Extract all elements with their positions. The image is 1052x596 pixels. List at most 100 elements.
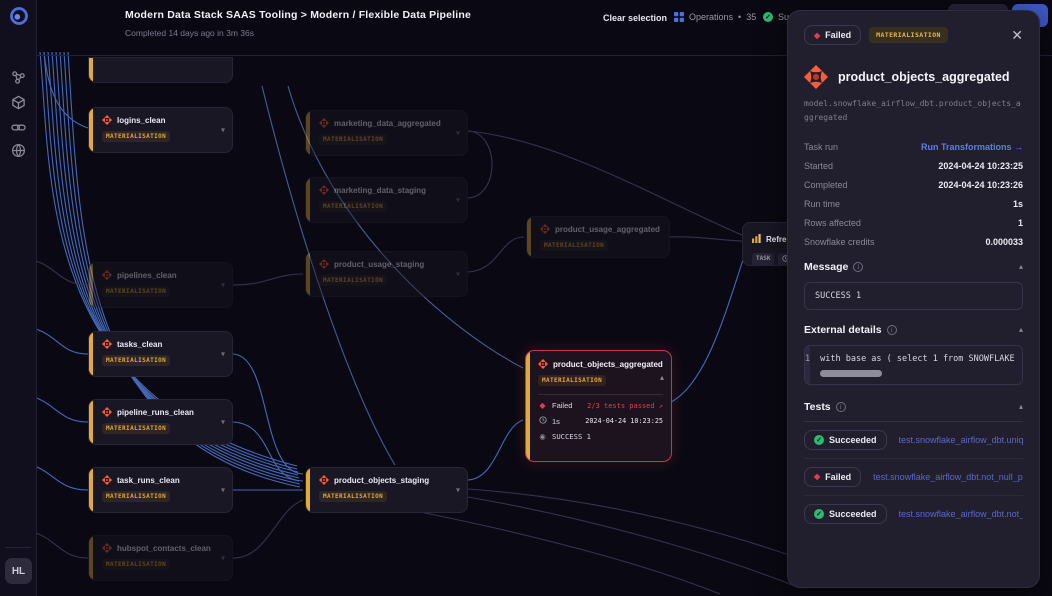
chevron-down-icon[interactable]: ▾ (220, 280, 225, 290)
clear-selection-button[interactable]: Clear selection (603, 13, 668, 23)
dbt-icon (538, 359, 548, 369)
node-marketing-data-staging[interactable]: marketing_data_staging MATERIALISATION ▾ (305, 177, 468, 223)
node-status: Failed (552, 401, 573, 410)
pipelines-nav-icon[interactable] (11, 70, 26, 85)
node-title: product_objects_aggregated (553, 359, 663, 369)
node-type-badge: MATERIALISATION (319, 201, 387, 212)
field-label: Rows affected (804, 217, 861, 228)
dbt-icon (102, 339, 112, 349)
chevron-down-icon[interactable]: ▾ (455, 128, 460, 138)
external-details-section-title: External details (804, 323, 882, 336)
panel-type-badge: MATERIALISATION (869, 27, 948, 43)
tests-summary-link[interactable]: 2/3 tests passed ↗ (587, 401, 663, 410)
dbt-icon (319, 185, 329, 195)
node-accent-strip (306, 468, 310, 512)
field-value: 1 (1017, 217, 1023, 228)
dbt-icon (102, 407, 112, 417)
success-counter: ✓ Su (763, 12, 789, 22)
node-marketing-data-aggregated[interactable]: marketing_data_aggregated MATERIALISATIO… (305, 110, 468, 156)
chevron-down-icon[interactable]: ▾ (455, 269, 460, 279)
node-task-runs-clean[interactable]: task_runs_clean MATERIALISATION ▾ (88, 467, 233, 513)
collapse-icon[interactable]: ▴ (1018, 325, 1023, 335)
message-dot-icon: ◉ (539, 432, 546, 441)
node-title: pipeline_runs_clean (117, 407, 194, 417)
panel-status-badge: ◆ Failed (804, 25, 862, 45)
node-product-objects-staging[interactable]: product_objects_staging MATERIALISATION ▾ (305, 467, 468, 513)
node-title: pipelines_clean (117, 270, 177, 280)
dbt-icon (102, 270, 112, 280)
field-label: Started (804, 160, 834, 171)
message-section-title: Message (804, 260, 849, 273)
node-tasks-clean[interactable]: tasks_clean MATERIALISATION ▾ (88, 331, 233, 377)
collapse-icon[interactable]: ▴ (1018, 262, 1023, 272)
test-status-badge: ✓ Succeeded (804, 429, 887, 450)
node-product-usage-staging[interactable]: product_usage_staging MATERIALISATION ▾ (305, 251, 468, 297)
test-row: ✓ Succeeded test.snowflake_airflow_dbt.un… (804, 422, 1023, 459)
node-title: task_runs_clean (117, 475, 180, 485)
success-label: Su (778, 12, 790, 22)
chevron-down-icon[interactable]: ▾ (220, 553, 225, 563)
operations-count: 35 (746, 12, 757, 22)
dbt-icon (319, 475, 329, 485)
node-product-objects-aggregated-selected[interactable]: product_objects_aggregated ▴ MATERIALISA… (525, 350, 672, 462)
info-icon: i (853, 261, 864, 272)
chevron-up-icon[interactable]: ▴ (659, 373, 664, 382)
user-avatar[interactable]: HL (5, 558, 32, 584)
operations-label: Operations (689, 12, 734, 22)
info-icon: i (835, 401, 846, 412)
node-run-time: 1s (552, 416, 560, 426)
chevron-down-icon[interactable]: ▾ (220, 485, 225, 495)
node-product-usage-aggregated[interactable]: product_usage_aggregated MATERIALISATION… (526, 216, 670, 258)
collapse-icon[interactable]: ▴ (1018, 402, 1023, 412)
node-hubspot-contacts-clean[interactable]: hubspot_contacts_clean MATERIALISATION ▾ (88, 535, 233, 581)
node-title: logins_clean (117, 115, 166, 125)
node-type-badge: MATERIALISATION (540, 240, 608, 251)
test-link[interactable]: test.snowflake_airflow_dbt.not_null_pr (873, 471, 1023, 482)
node-accent-strip (89, 58, 93, 82)
chevron-down-icon[interactable]: ▾ (669, 233, 670, 242)
node-message: SUCCESS 1 (552, 432, 591, 441)
dbt-icon (540, 224, 550, 234)
node-timestamp: 2024-04-24 10:23:25 (585, 417, 663, 425)
chevron-down-icon[interactable]: ▾ (220, 349, 225, 359)
redacted-text-bar (820, 369, 883, 377)
info-icon: i (886, 324, 897, 335)
field-value: 1s (1012, 198, 1023, 209)
chevron-down-icon[interactable]: ▾ (220, 417, 225, 427)
field-label: Task run (804, 141, 839, 152)
chevron-down-icon[interactable]: ▾ (220, 125, 225, 135)
environments-globe-icon[interactable] (11, 143, 26, 158)
test-link[interactable]: test.snowflake_airflow_dbt.unique_pro (898, 434, 1023, 445)
clock-icon (538, 416, 547, 426)
node-detail-panel: ◆ Failed MATERIALISATION ✕ product_object… (787, 10, 1040, 588)
node-partial-top[interactable] (88, 57, 233, 83)
node-logins-clean[interactable]: logins_clean MATERIALISATION ▾ (88, 107, 233, 153)
dbt-icon (804, 65, 828, 89)
message-content: SUCCESS 1 (804, 281, 1023, 310)
node-type-badge: MATERIALISATION (102, 131, 171, 142)
dbt-icon (102, 543, 112, 553)
close-icon[interactable]: ✕ (1011, 27, 1023, 43)
node-type-badge: TASK (752, 253, 775, 266)
node-title: product_objects_staging (334, 475, 430, 485)
test-link[interactable]: test.snowflake_airflow_dbt.not_null_pr (898, 508, 1023, 519)
node-pipeline-runs-clean[interactable]: pipeline_runs_clean MATERIALISATION ▾ (88, 399, 233, 445)
run-transformations-link[interactable]: Run Transformations → (920, 141, 1023, 152)
node-accent-strip (89, 536, 93, 580)
breadcrumb-title: Modern Data Stack SAAS Tooling > Modern … (125, 9, 472, 21)
node-type-badge: MATERIALISATION (102, 559, 170, 570)
node-type-badge: MATERIALISATION (319, 275, 387, 286)
orchestra-logo-icon[interactable] (9, 6, 29, 26)
code-line-number: 1 (805, 345, 811, 384)
field-label: Snowflake credits (804, 236, 875, 247)
chevron-down-icon[interactable]: ▾ (455, 485, 460, 495)
run-status-subtitle: Completed 14 days ago in 3m 36s (125, 28, 254, 38)
integrations-cube-icon[interactable] (11, 95, 26, 110)
connections-link-icon[interactable] (11, 120, 26, 135)
operations-counter: Operations • 35 (674, 12, 756, 22)
node-type-badge: MATERIALISATION (538, 375, 607, 386)
chevron-down-icon[interactable]: ▾ (455, 195, 460, 205)
node-type-badge: MATERIALISATION (319, 491, 388, 502)
node-pipelines-clean[interactable]: pipelines_clean MATERIALISATION ▾ (88, 262, 233, 308)
